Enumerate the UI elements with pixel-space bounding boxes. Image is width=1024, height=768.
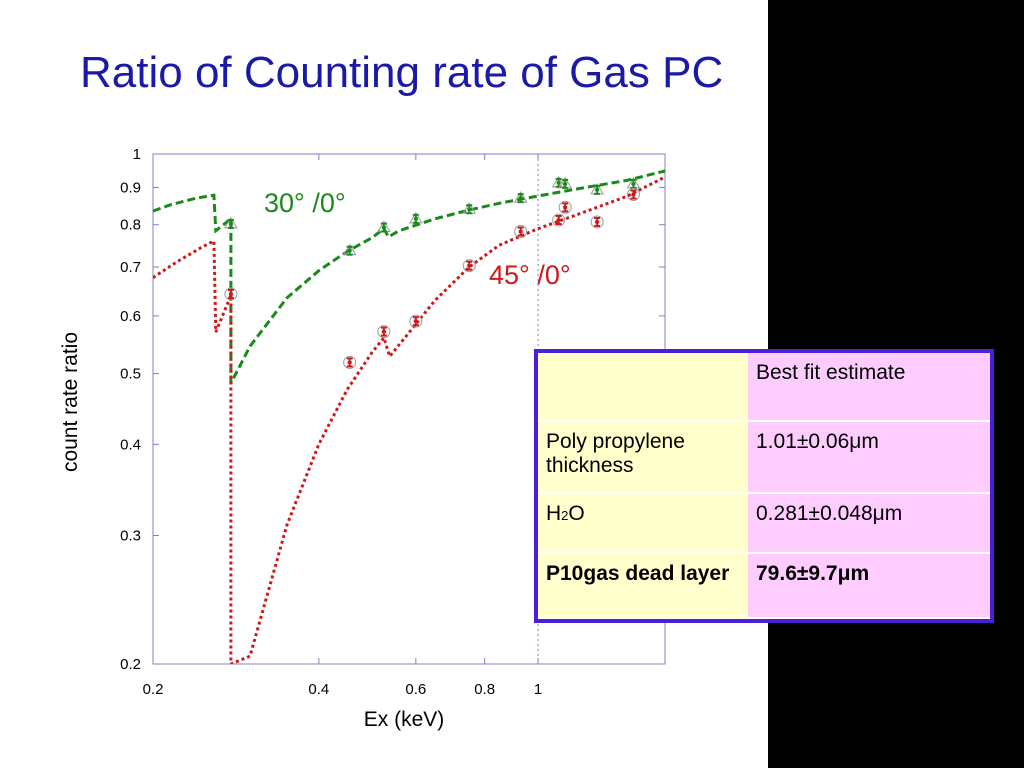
h2o-subscript: 2 <box>561 508 569 523</box>
data-point <box>228 292 233 296</box>
data-point <box>595 220 600 224</box>
row-h2o-value: 0.281±0.048μm <box>748 493 990 554</box>
h2o-tail: O <box>568 502 585 525</box>
annotation-30deg: 30° /0° <box>264 188 346 218</box>
y-tick-label: 0.9 <box>120 179 141 196</box>
marker-circle <box>626 188 640 202</box>
data-point <box>518 230 523 234</box>
x-tick-label: 0.8 <box>474 681 495 698</box>
data-point <box>595 188 600 192</box>
data-point <box>467 264 472 268</box>
fit-results-table: Best fit estimate Poly propylene thickne… <box>534 349 994 623</box>
marker-circle <box>558 200 572 214</box>
table-row: P10gas dead layer 79.6±9.7μm <box>538 553 990 619</box>
data-point <box>563 182 568 186</box>
row-polypropylene-label: Poly propylene thickness <box>538 421 748 494</box>
y-tick-label: 0.6 <box>120 308 141 325</box>
x-tick-label: 1 <box>534 681 542 698</box>
marker-circle <box>224 287 238 301</box>
table-row: H2O 0.281±0.048μm <box>538 493 990 554</box>
row-p10gas-label: P10gas dead layer <box>538 553 748 619</box>
data-point <box>556 218 561 222</box>
y-tick-label: 1 <box>133 146 141 163</box>
table-row: Poly propylene thickness 1.01±0.06μm <box>538 421 990 494</box>
marker-circle <box>343 355 357 369</box>
y-axis-label: count rate ratio <box>59 332 82 472</box>
h2o-main: H <box>546 502 562 525</box>
marker-circle <box>409 314 423 328</box>
table-header-row: Best fit estimate <box>538 353 990 422</box>
marker-circle <box>377 325 391 339</box>
annotation-45deg: 45° /0° <box>489 260 571 290</box>
y-tick-label: 0.2 <box>120 656 141 673</box>
y-tick-label: 0.5 <box>120 366 141 383</box>
data-point <box>413 217 418 221</box>
x-tick-label: 0.2 <box>143 681 164 698</box>
fit-curve-45deg <box>153 175 665 664</box>
marker-circle <box>552 213 566 227</box>
table-header-best-fit: Best fit estimate <box>748 353 990 422</box>
data-point <box>413 319 418 323</box>
x-tick-label: 0.6 <box>405 681 426 698</box>
data-point <box>467 207 472 211</box>
data-point <box>228 222 233 226</box>
data-point <box>518 196 523 200</box>
data-point <box>556 181 561 185</box>
marker-circle <box>590 215 604 229</box>
data-point <box>347 360 352 364</box>
chart: 0.2 0.4 0.6 0.8 1 0.2 0.3 0.4 0.5 0.6 0.7 0.8 0.9 1 Ex… <box>59 146 666 731</box>
marker-circle <box>462 259 476 273</box>
y-tick-label: 0.7 <box>120 259 141 276</box>
row-polypropylene-value: 1.01±0.06μm <box>748 421 990 494</box>
y-tick-label: 0.3 <box>120 528 141 545</box>
page-title: Ratio of Counting rate of Gas PC <box>80 48 724 97</box>
marker-circle <box>514 225 528 239</box>
x-tick-label: 0.4 <box>308 681 329 698</box>
data-point <box>381 225 386 229</box>
row-h2o-label: H2O <box>538 493 748 554</box>
fit-curve-30deg <box>153 169 665 384</box>
data-point <box>563 205 568 209</box>
y-tick-label: 0.4 <box>120 436 141 453</box>
data-point <box>381 330 386 334</box>
data-point <box>347 249 352 253</box>
row-p10gas-value: 79.6±9.7μm <box>748 553 990 619</box>
data-point <box>631 193 636 197</box>
x-axis-label: Ex (keV) <box>364 708 445 731</box>
data-point <box>631 182 636 186</box>
y-tick-label: 0.8 <box>120 217 141 234</box>
table-header-empty <box>538 353 748 422</box>
